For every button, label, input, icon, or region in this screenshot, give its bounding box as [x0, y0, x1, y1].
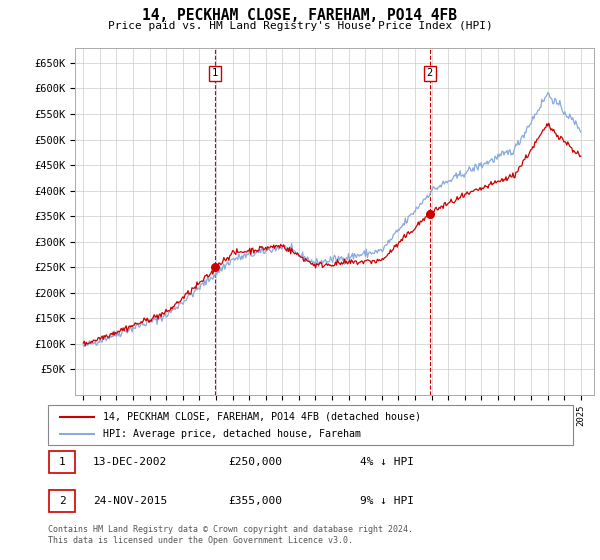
Text: 4% ↓ HPI: 4% ↓ HPI [360, 457, 414, 467]
Text: £355,000: £355,000 [228, 496, 282, 506]
Text: 14, PECKHAM CLOSE, FAREHAM, PO14 4FB: 14, PECKHAM CLOSE, FAREHAM, PO14 4FB [143, 8, 458, 24]
Text: £250,000: £250,000 [228, 457, 282, 467]
Text: 2: 2 [59, 496, 66, 506]
Text: 2: 2 [427, 68, 433, 78]
Point [211, 263, 220, 272]
Text: Price paid vs. HM Land Registry's House Price Index (HPI): Price paid vs. HM Land Registry's House … [107, 21, 493, 31]
Text: Contains HM Land Registry data © Crown copyright and database right 2024.
This d: Contains HM Land Registry data © Crown c… [48, 525, 413, 545]
Text: 13-DEC-2002: 13-DEC-2002 [93, 457, 167, 467]
Text: HPI: Average price, detached house, Fareham: HPI: Average price, detached house, Fare… [103, 429, 361, 439]
Text: 1: 1 [212, 68, 218, 78]
Text: 14, PECKHAM CLOSE, FAREHAM, PO14 4FB (detached house): 14, PECKHAM CLOSE, FAREHAM, PO14 4FB (de… [103, 412, 421, 422]
Text: 1: 1 [59, 457, 66, 467]
Point [425, 209, 434, 218]
Text: 24-NOV-2015: 24-NOV-2015 [93, 496, 167, 506]
Text: 9% ↓ HPI: 9% ↓ HPI [360, 496, 414, 506]
